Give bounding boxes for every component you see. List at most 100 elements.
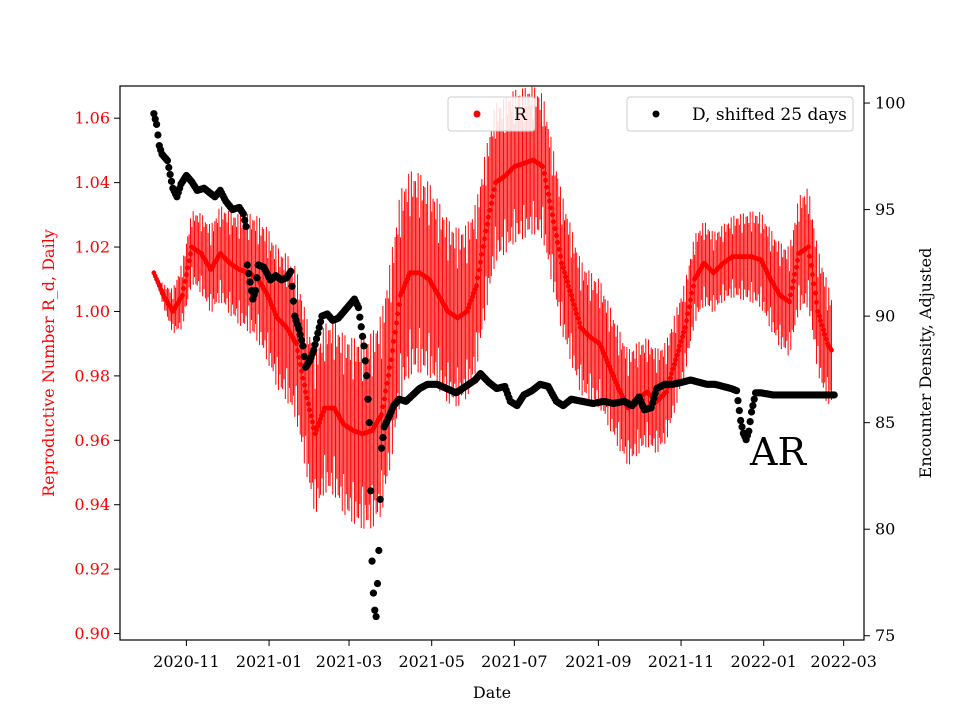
d-point <box>289 297 298 305</box>
d-point <box>316 318 325 326</box>
d-point <box>737 416 745 425</box>
r-point <box>467 301 473 307</box>
r-point <box>819 322 825 328</box>
y-left-tick-label: 1.04 <box>74 173 110 192</box>
d-point <box>734 397 742 405</box>
d-point <box>311 340 319 349</box>
r-point <box>560 265 566 271</box>
r-point <box>812 290 818 296</box>
r-point <box>684 318 689 324</box>
r-point <box>487 207 493 213</box>
r-point <box>300 375 306 381</box>
r-point <box>179 292 185 298</box>
r-point <box>491 187 497 192</box>
r-point <box>478 259 483 265</box>
x-tick-label: 2022-03 <box>810 652 876 671</box>
d-point <box>830 391 838 399</box>
r-point <box>791 278 796 284</box>
r-point <box>675 348 681 353</box>
d-point <box>242 223 250 231</box>
y-right-tick-label: 80 <box>875 520 895 539</box>
d-point <box>747 408 756 416</box>
d-point <box>310 346 318 354</box>
x-tick-label: 2021-07 <box>481 652 547 671</box>
r-point <box>792 271 798 277</box>
r-point <box>544 184 550 190</box>
r-point <box>480 244 486 249</box>
r-point <box>551 219 557 225</box>
d-point <box>375 546 383 555</box>
d-point <box>750 395 758 403</box>
d-point <box>365 419 373 427</box>
y-right-tick-label: 100 <box>875 94 906 113</box>
y-left-tick-label: 0.90 <box>74 624 110 643</box>
y-right-tick-label: 90 <box>875 307 895 326</box>
r-point <box>669 371 674 376</box>
y-left-tick-label: 0.92 <box>74 560 110 579</box>
r-point <box>396 302 402 307</box>
plot-frame <box>119 85 865 641</box>
r-point <box>383 388 389 394</box>
d-point <box>372 612 380 621</box>
d-point <box>367 487 375 495</box>
d-point <box>251 286 260 295</box>
d-point <box>288 282 296 290</box>
d-point <box>239 210 247 218</box>
d-point <box>358 332 367 340</box>
r-point <box>682 325 688 330</box>
r-point <box>807 253 813 259</box>
r-point <box>305 401 311 407</box>
r-point <box>488 200 494 206</box>
r-point <box>395 311 401 317</box>
r-point <box>475 275 481 281</box>
r-point <box>391 338 397 344</box>
d-point <box>376 495 384 503</box>
r-point <box>310 419 315 425</box>
d-point <box>368 557 376 565</box>
r-point <box>184 272 189 278</box>
d-point <box>749 402 757 410</box>
r-point <box>472 286 478 292</box>
r-point <box>185 265 191 271</box>
x-tick-label: 2020-11 <box>153 652 219 671</box>
r-point <box>385 373 391 378</box>
legend-r: R <box>447 96 536 132</box>
y-left-tick-label: 1.00 <box>74 302 110 321</box>
r-point <box>689 290 695 296</box>
r-point <box>549 212 555 218</box>
legend-r-box <box>447 96 536 132</box>
d-point <box>738 423 746 431</box>
d-point <box>167 177 176 185</box>
r-point <box>476 267 482 273</box>
r-point <box>571 302 577 307</box>
r-point <box>810 272 815 278</box>
r-point <box>381 396 387 402</box>
r-point <box>667 375 673 381</box>
d-point <box>314 329 322 337</box>
y-left-tick-label: 0.98 <box>74 366 110 385</box>
d-point <box>733 387 741 395</box>
r-point <box>570 297 576 303</box>
r-point <box>558 253 563 259</box>
x-tick-label: 2021-05 <box>398 652 464 671</box>
d-point <box>300 353 308 361</box>
r-point <box>820 327 826 333</box>
r-point <box>388 357 394 363</box>
r-point <box>465 305 471 311</box>
x-tick-label: 2021-03 <box>316 652 382 671</box>
r-point <box>319 413 325 418</box>
r-point <box>379 412 384 417</box>
r-point <box>680 334 685 340</box>
r-point <box>186 258 192 264</box>
r-point <box>303 389 309 395</box>
r-point <box>793 264 799 270</box>
axes: 2020-11 2021-01 2021-03 2021-05 2021-07 2021-… <box>74 94 905 671</box>
r-point <box>575 315 581 321</box>
d-point <box>363 372 371 380</box>
r-point <box>788 292 794 298</box>
r-point <box>678 338 684 344</box>
r-point <box>577 320 582 326</box>
r-point <box>671 361 677 367</box>
r-point <box>389 348 395 353</box>
y-left-tick-label: 1.06 <box>74 109 110 128</box>
